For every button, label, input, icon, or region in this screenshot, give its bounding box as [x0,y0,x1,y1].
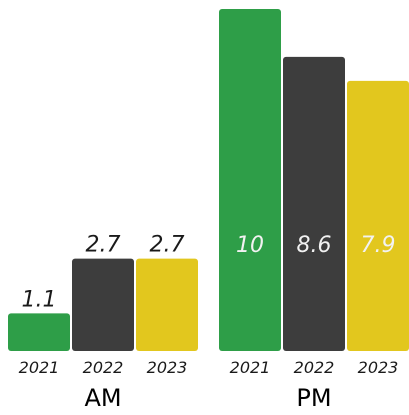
bar-pm-2022 [283,56,345,351]
data-label-am-2021: 1.1 [22,287,57,312]
tick-label-pm-2021: 2021 [230,358,271,377]
group-label-am: AM [84,384,121,412]
bar-pm-2023 [347,80,409,351]
bar-am-2022 [72,258,134,351]
data-label-am-2022: 2.7 [86,233,121,258]
tick-label-pm-2023: 2023 [358,358,399,377]
data-label-pm-2022: 8.6 [297,233,332,258]
group-label-pm: PM [296,384,331,412]
tick-label-am-2023: 2023 [147,358,188,377]
bar-am-2021 [8,313,70,351]
tick-label-pm-2022: 2022 [294,358,335,377]
tick-label-am-2021: 2021 [19,358,60,377]
data-label-pm-2021: 10 [236,233,264,258]
tick-label-am-2022: 2022 [83,358,124,377]
data-label-am-2023: 2.7 [150,233,185,258]
bar-am-2023 [136,258,198,351]
bar-pm-2021 [219,9,281,351]
data-label-pm-2023: 7.9 [361,233,396,258]
